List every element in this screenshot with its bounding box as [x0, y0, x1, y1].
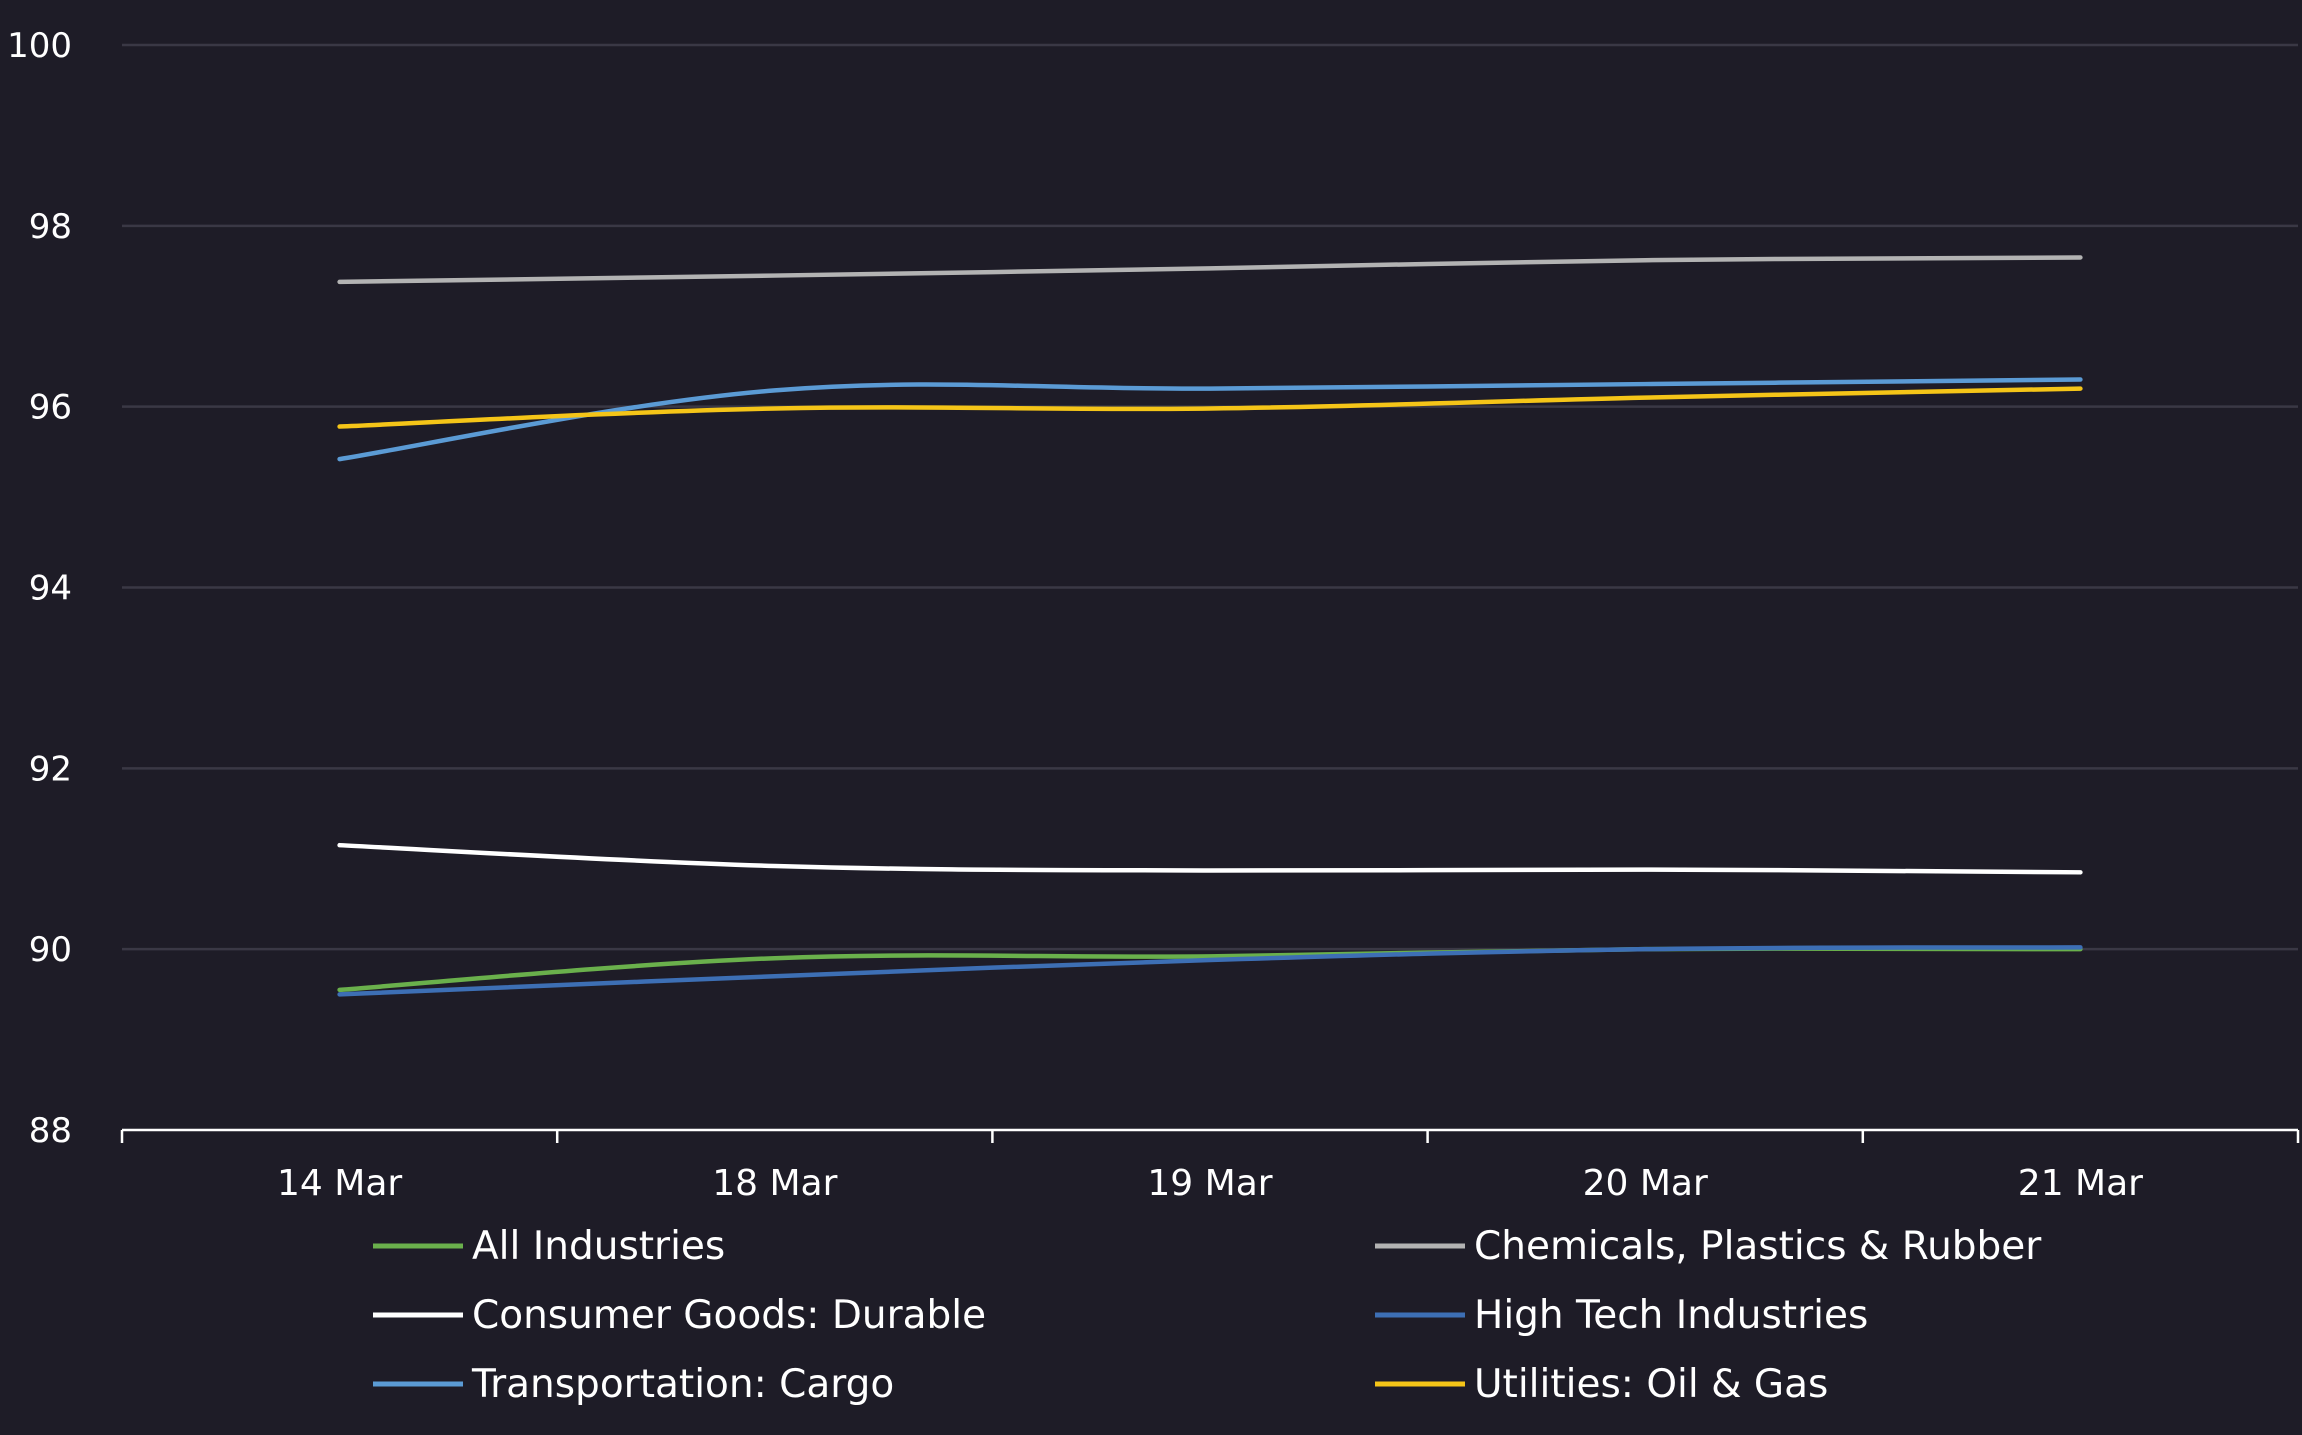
x-tick-label: 21 Mar [2018, 1163, 2143, 1204]
series-line-transportation-cargo [337, 377, 2083, 462]
y-tick-label: 90 [29, 930, 72, 970]
series-line-high-tech-industries [337, 945, 2083, 997]
legend-label: Consumer Goods: Durable [472, 1293, 986, 1338]
x-tick-label: 19 Mar [1147, 1163, 1272, 1204]
series-line-consumer-goods-durable [337, 842, 2083, 875]
legend-label: All Industries [472, 1224, 725, 1269]
series-line-chemicals-plastics-rubber [337, 255, 2083, 285]
y-tick-label: 98 [29, 207, 72, 247]
legend-label: High Tech Industries [1474, 1293, 1868, 1338]
y-tick-label: 88 [29, 1111, 72, 1151]
x-tick-label: 20 Mar [1583, 1163, 1708, 1204]
legend-label: Utilities: Oil & Gas [1474, 1362, 1828, 1407]
y-tick-label: 92 [29, 749, 72, 789]
x-tick-label: 18 Mar [712, 1163, 837, 1204]
y-tick-label: 96 [29, 388, 72, 428]
legend-label: Chemicals, Plastics & Rubber [1474, 1224, 2042, 1269]
series-line-utilities-oil-gas [337, 386, 2083, 429]
y-tick-label: 94 [29, 569, 72, 609]
x-tick-label: 14 Mar [277, 1163, 402, 1204]
legend-label: Transportation: Cargo [471, 1362, 894, 1407]
y-tick-label: 100 [7, 26, 72, 66]
